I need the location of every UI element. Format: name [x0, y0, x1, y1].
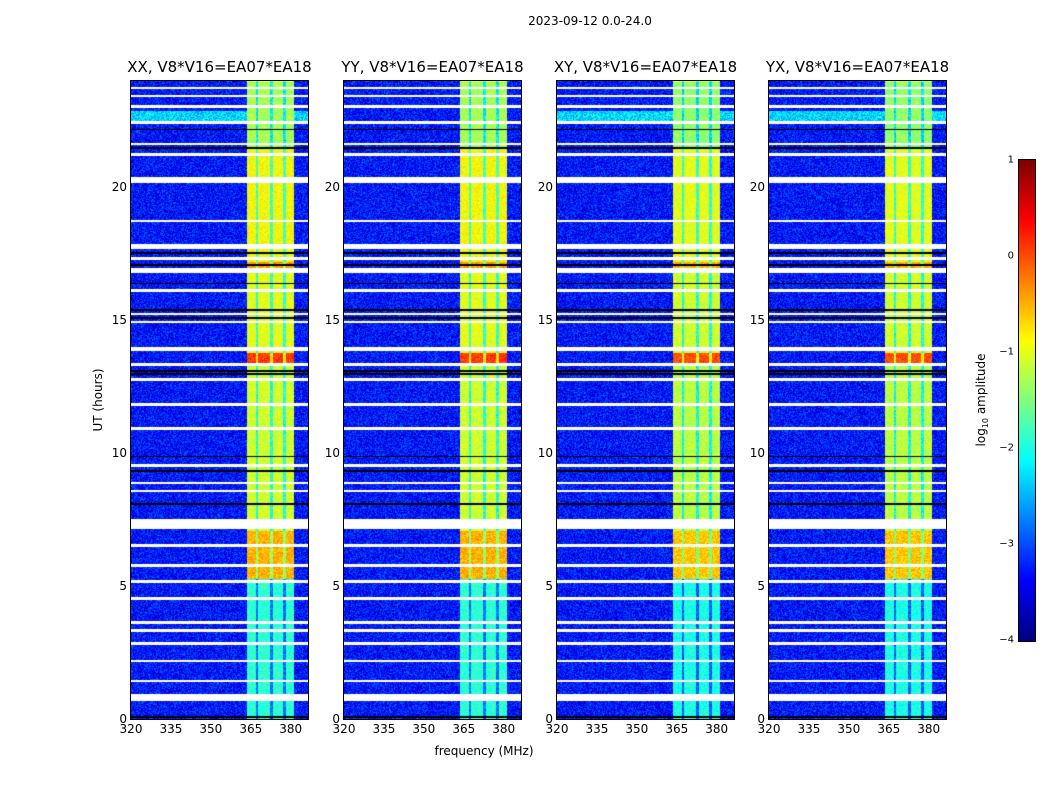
x-tick-label: 335 [159, 722, 183, 736]
y-tick-label: 10 [111, 446, 127, 461]
colorbar-gradient [1019, 160, 1035, 641]
y-tick-label: 15 [111, 313, 127, 328]
y-tick-label: 20 [111, 180, 127, 195]
y-tick-label: 15 [324, 313, 340, 328]
x-tick-label: 320 [332, 722, 356, 736]
x-tick-label: 335 [585, 722, 609, 736]
y-tick-label: 5 [332, 579, 340, 594]
x-tick-label: 380 [492, 722, 516, 736]
heatmap-panel-xx [130, 80, 309, 720]
y-tick-label: 5 [119, 579, 127, 594]
x-tick-label: 320 [545, 722, 569, 736]
y-tick-label: 15 [749, 313, 765, 328]
y-tick-label: 0 [119, 712, 127, 726]
colorbar-tick-label: −4 [999, 634, 1014, 646]
heatmap-panel-xy [556, 80, 735, 720]
x-tick-label: 380 [705, 722, 729, 736]
x-tick-label: 320 [757, 722, 781, 736]
x-tick-label: 365 [665, 722, 689, 736]
x-tick-label: 365 [452, 722, 476, 736]
heatmap-panel-yx [768, 80, 947, 720]
y-tick-label: 20 [537, 180, 553, 195]
heatmap-panel-yy [343, 80, 522, 720]
panel-title: XY, V8*V16=EA07*EA18 [553, 58, 738, 76]
x-tick-label: 350 [412, 722, 436, 736]
heatmap-image [557, 81, 734, 719]
colorbar-tick-label: 0 [1007, 250, 1014, 262]
y-tick-label: 0 [332, 712, 340, 726]
y-tick-label: 20 [749, 180, 765, 195]
colorbar-tick-label: −1 [999, 346, 1014, 358]
colorbar-label: log10 amplitude [973, 353, 991, 447]
suptitle: 2023-09-12 0.0-24.0 [528, 14, 652, 28]
heatmap-image [131, 81, 308, 719]
colorbar [1018, 159, 1036, 642]
x-tick-label: 350 [625, 722, 649, 736]
x-tick-label: 380 [917, 722, 941, 736]
y-tick-label: 5 [545, 579, 553, 594]
x-tick-label: 350 [199, 722, 223, 736]
x-tick-label: 335 [797, 722, 821, 736]
x-tick-label: 335 [372, 722, 396, 736]
x-tick-label: 365 [877, 722, 901, 736]
y-tick-label: 5 [757, 579, 765, 594]
x-tick-label: 350 [837, 722, 861, 736]
colorbar-tick-label: −3 [999, 538, 1014, 550]
y-tick-label: 0 [757, 712, 765, 726]
y-tick-label: 10 [749, 446, 765, 461]
y-tick-label: 20 [324, 180, 340, 195]
colorbar-tick-label: 1 [1007, 154, 1014, 166]
panel-title: YX, V8*V16=EA07*EA18 [765, 58, 950, 76]
x-tick-label: 365 [239, 722, 263, 736]
y-tick-label: 10 [537, 446, 553, 461]
y-tick-label: 0 [545, 712, 553, 726]
x-axis-label: frequency (MHz) [434, 744, 534, 758]
colorbar-tick-label: −2 [999, 442, 1014, 454]
panel-title: XX, V8*V16=EA07*EA18 [127, 58, 312, 76]
y-tick-label: 15 [537, 313, 553, 328]
panel-title: YY, V8*V16=EA07*EA18 [341, 58, 524, 76]
heatmap-image [344, 81, 521, 719]
x-tick-label: 320 [119, 722, 143, 736]
heatmap-image [769, 81, 946, 719]
y-tick-label: 10 [324, 446, 340, 461]
y-axis-label: UT (hours) [91, 368, 105, 432]
x-tick-label: 380 [279, 722, 303, 736]
